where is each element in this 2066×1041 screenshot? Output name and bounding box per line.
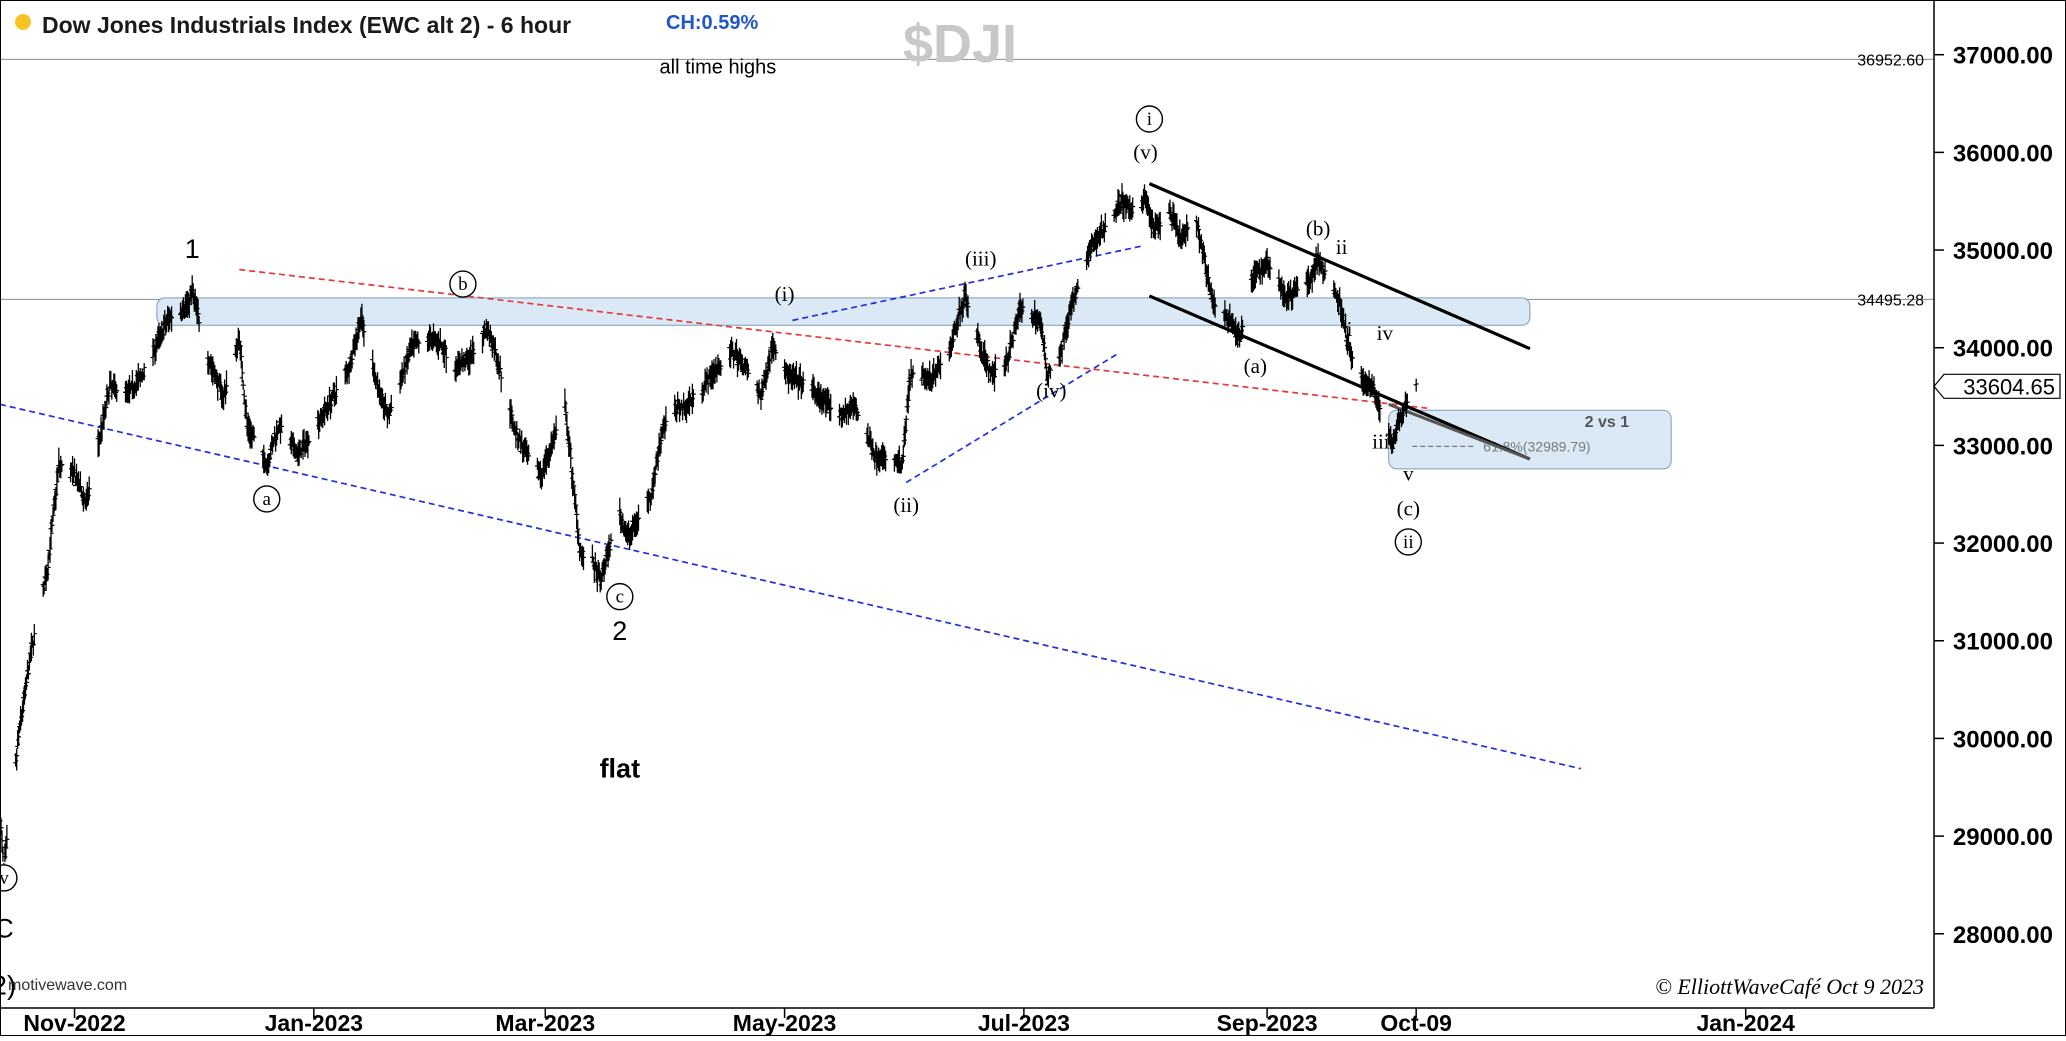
wave-label-circled-v: v xyxy=(0,868,9,889)
x-tick-label: Sep-2023 xyxy=(1217,1010,1318,1036)
y-tick-label: 28000.00 xyxy=(1953,922,2053,949)
level-label: 36952.60 xyxy=(1857,52,1924,69)
x-tick-label: Nov-2022 xyxy=(23,1010,125,1036)
wave-label-v: (v) xyxy=(1133,140,1158,164)
wave-label-circled-b: b xyxy=(458,274,468,295)
symbol-watermark: $DJI xyxy=(903,14,1017,74)
wave-label-ii: (ii) xyxy=(893,493,919,517)
wave-circle-b xyxy=(449,270,477,298)
change-percent: CH:0.59% xyxy=(666,12,758,34)
y-tick-label: 29000.00 xyxy=(1953,824,2053,851)
copyright-note: © ElliottWaveCafé Oct 9 2023 xyxy=(1655,974,1924,999)
blue-dashed-line xyxy=(905,352,1119,484)
x-tick-label: Jan-2024 xyxy=(1696,1010,1795,1036)
x-tick-label: Oct-09 xyxy=(1380,1010,1452,1036)
wave-label-a: (a) xyxy=(1244,354,1267,378)
chart-title: Dow Jones Industrials Index (EWC alt 2) … xyxy=(42,12,571,38)
wave-label-iii: iii xyxy=(1372,429,1390,453)
channel-line xyxy=(1148,182,1531,351)
annotation-text: all time highs xyxy=(660,56,777,78)
status-dot-icon xyxy=(15,14,31,30)
wave-circle-ii xyxy=(1394,528,1423,556)
wave-label-circled-c: c xyxy=(616,587,624,608)
wave-label-circled-i: i xyxy=(1147,109,1152,130)
x-tick-label: May-2023 xyxy=(733,1010,837,1036)
wave-circle-c xyxy=(606,582,634,611)
current-price-label: 33604.65 xyxy=(1963,374,2055,399)
wave-label-c: (c) xyxy=(1397,497,1420,521)
y-tick-label: 33000.00 xyxy=(1953,433,2053,460)
y-tick-label: 30000.00 xyxy=(1953,726,2053,753)
wave-label-iv: (iv) xyxy=(1036,379,1066,403)
level-label: 34495.28 xyxy=(1857,292,1924,309)
wave-circle-a xyxy=(253,485,281,513)
resistance-zone xyxy=(156,297,1531,326)
wave-circle-v xyxy=(0,864,18,892)
wave-label-i: (i) xyxy=(775,282,795,306)
channel-line xyxy=(1148,294,1531,461)
wave-degree-2: 2 xyxy=(612,616,627,646)
wave-label-v: v xyxy=(1403,462,1414,486)
target-zone-label: 2 vs 1 xyxy=(1585,414,1630,431)
x-tick-label: Jan-2023 xyxy=(265,1010,363,1036)
x-tick-label: Mar-2023 xyxy=(495,1010,595,1036)
current-price-marker xyxy=(1933,373,2061,399)
wave-label-iv: iv xyxy=(1377,321,1394,345)
y-tick-label: 37000.00 xyxy=(1953,43,2053,70)
wave-circle-i xyxy=(1135,105,1164,133)
y-tick-label: 32000.00 xyxy=(1953,531,2053,558)
x-tick-label: Jul-2023 xyxy=(978,1010,1070,1036)
wave-label-circled-ii: ii xyxy=(1403,532,1414,553)
wave-degree-C: C xyxy=(0,914,14,944)
y-tick-label: 36000.00 xyxy=(1953,140,2053,167)
y-tick-label: 34000.00 xyxy=(1953,336,2053,363)
platform-watermark: motivewave.com xyxy=(8,977,127,994)
channel-line xyxy=(1388,402,1531,461)
annotation-flat: flat xyxy=(600,753,641,783)
wave-label-iii: (iii) xyxy=(965,247,997,271)
y-tick-label: 35000.00 xyxy=(1953,238,2053,265)
y-tick-label: 31000.00 xyxy=(1953,629,2053,656)
wave-label-circled-a: a xyxy=(263,489,272,510)
wave-label-b: (b) xyxy=(1306,216,1331,240)
wave-degree-1: 1 xyxy=(185,234,200,264)
wave-label-i: i xyxy=(1347,317,1353,341)
wave-degree-2: 2) xyxy=(0,970,16,1000)
wave-label-ii: ii xyxy=(1336,235,1348,259)
